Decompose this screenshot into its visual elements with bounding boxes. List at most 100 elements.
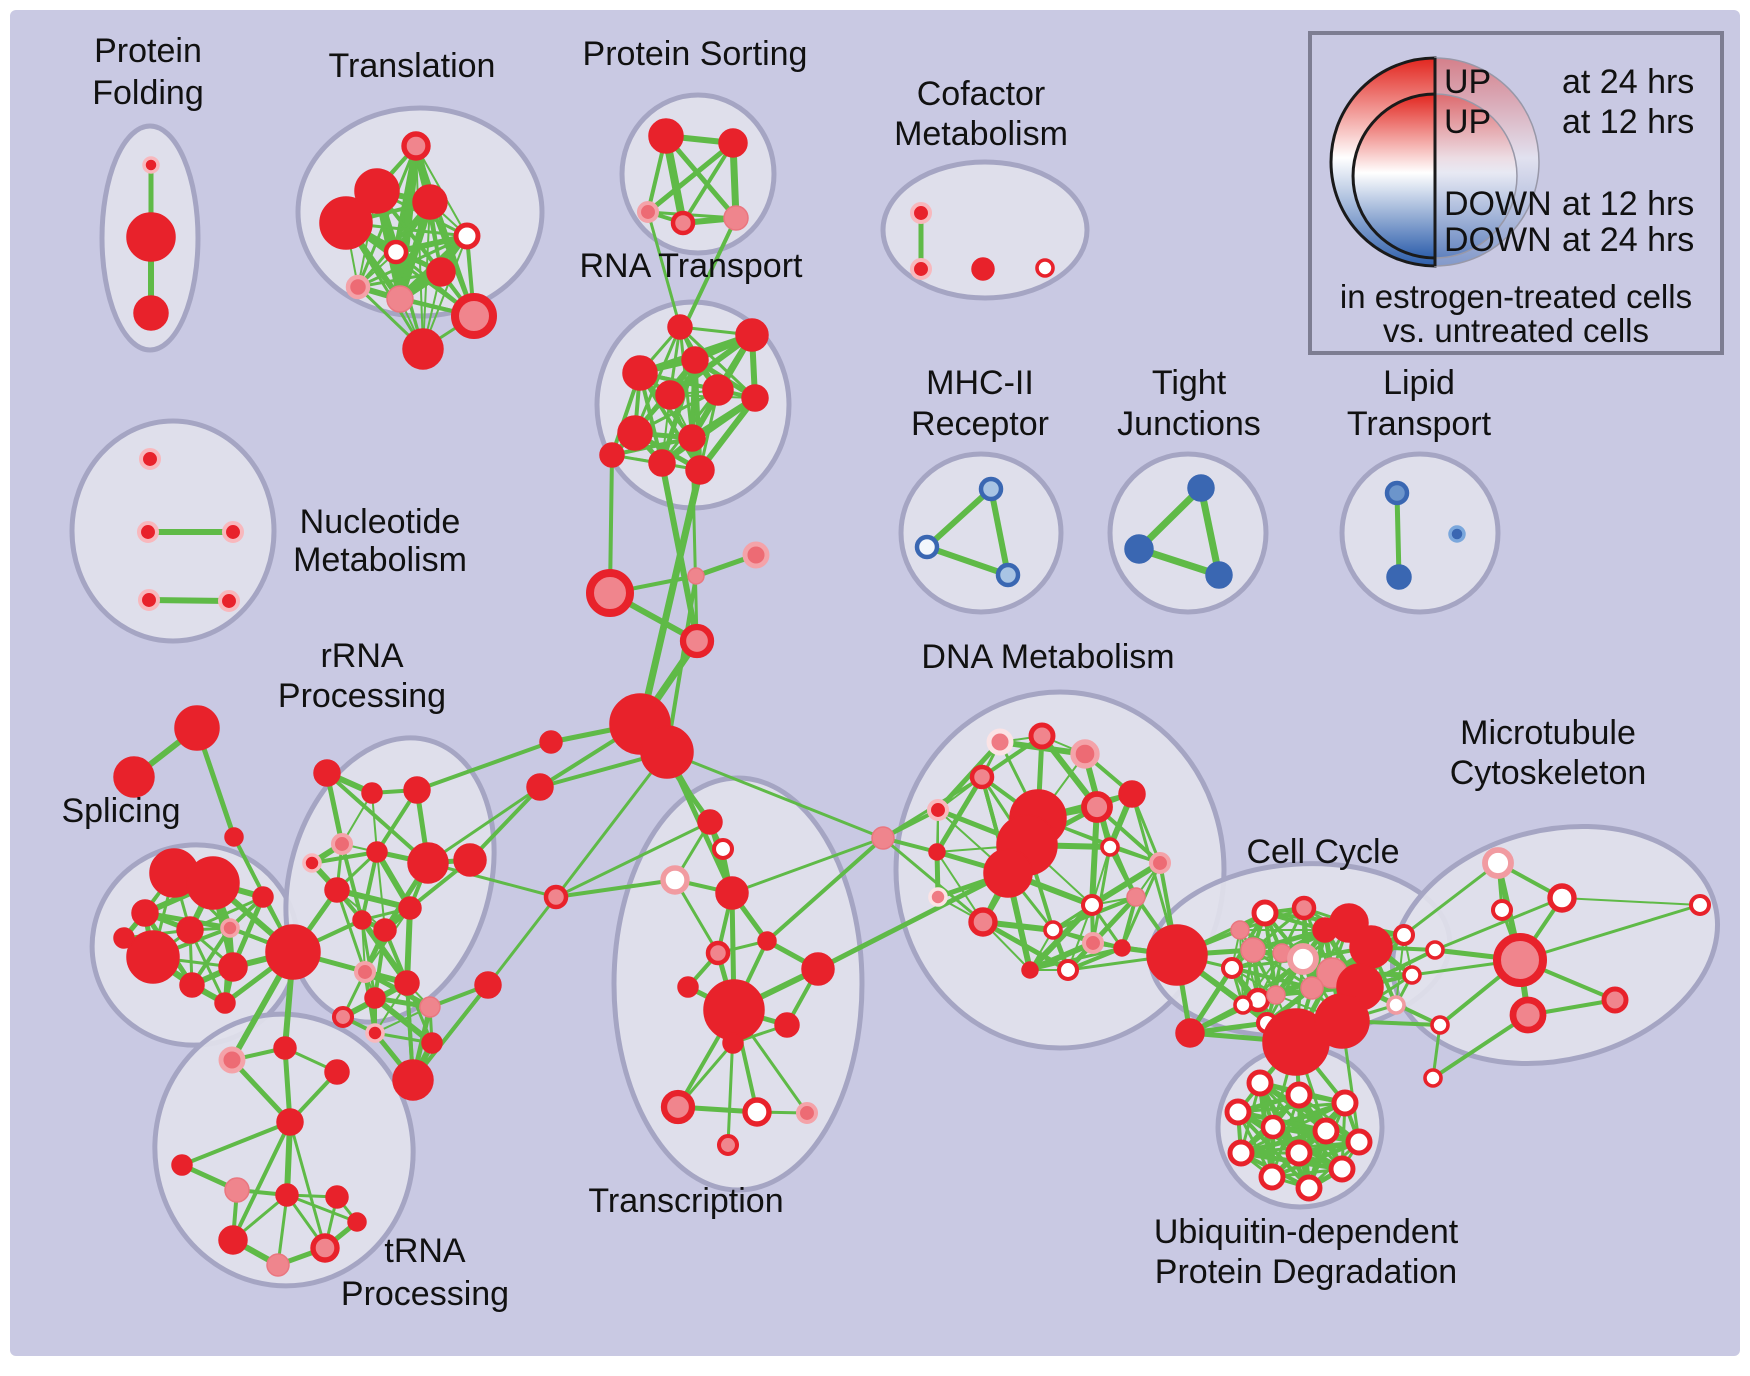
rrna-processing-node[interactable] xyxy=(373,918,397,942)
transcription-node[interactable] xyxy=(705,940,731,966)
connectors-node[interactable] xyxy=(687,567,705,585)
ubiquitin-degradation-node[interactable] xyxy=(1246,1069,1274,1097)
nucleotide-metabolism-node[interactable] xyxy=(221,520,245,544)
rna-transport-node[interactable] xyxy=(681,346,709,374)
dna-metabolism-node[interactable] xyxy=(983,848,1033,898)
connectors-node[interactable] xyxy=(113,756,155,798)
transcription-node[interactable] xyxy=(795,1101,819,1125)
ubiquitin-degradation-node[interactable] xyxy=(1224,1098,1252,1126)
rrna-processing-node[interactable] xyxy=(394,970,420,996)
transcription-node[interactable] xyxy=(774,1012,800,1038)
rna-transport-node[interactable] xyxy=(685,455,715,485)
transcription-node[interactable] xyxy=(757,931,777,951)
protein-sorting-node[interactable] xyxy=(723,205,749,231)
translation-node[interactable] xyxy=(354,168,400,214)
rna-transport-node[interactable] xyxy=(617,415,653,451)
splicing-node[interactable] xyxy=(252,886,274,908)
microtubule-cytoskeleton-node[interactable] xyxy=(1547,883,1577,913)
protein-sorting-node[interactable] xyxy=(636,200,660,224)
trna-processing-node[interactable] xyxy=(266,1253,290,1277)
rrna-processing-node[interactable] xyxy=(403,776,431,804)
rrna-processing-node[interactable] xyxy=(453,843,487,877)
cell-cycle-node[interactable] xyxy=(1175,1018,1205,1048)
trna-processing-node[interactable] xyxy=(275,1183,299,1207)
rrna-processing-node[interactable] xyxy=(353,960,377,984)
connectors-node[interactable] xyxy=(526,773,554,801)
translation-node[interactable] xyxy=(319,196,373,250)
translation-node[interactable] xyxy=(383,239,409,265)
microtubule-cytoskeleton-node[interactable] xyxy=(1490,898,1514,922)
ubiquitin-degradation-node[interactable] xyxy=(1295,1174,1323,1202)
mhc-ii-receptor-node[interactable] xyxy=(914,534,940,560)
cell-cycle-node[interactable] xyxy=(1300,976,1324,1000)
rrna-processing-node[interactable] xyxy=(331,1005,355,1029)
rrna-processing-node[interactable] xyxy=(324,877,350,903)
translation-node[interactable] xyxy=(426,257,456,287)
connectors-node[interactable] xyxy=(871,826,895,850)
connectors-node[interactable] xyxy=(640,725,694,779)
splicing-node[interactable] xyxy=(186,856,240,910)
ubiquitin-degradation-node[interactable] xyxy=(1285,1139,1313,1167)
rrna-processing-node[interactable] xyxy=(302,853,322,873)
cell-cycle-node[interactable] xyxy=(1251,899,1279,927)
microtubule-cytoskeleton-node[interactable] xyxy=(1493,933,1547,987)
translation-node[interactable] xyxy=(412,184,448,220)
rna-transport-node[interactable] xyxy=(667,314,693,340)
rrna-processing-node[interactable] xyxy=(407,842,449,884)
connectors-node[interactable] xyxy=(1425,940,1445,960)
protein-folding-node[interactable] xyxy=(142,156,160,174)
splicing-node[interactable] xyxy=(265,924,321,980)
dna-metabolism-node[interactable] xyxy=(968,907,998,937)
ubiquitin-degradation-node[interactable] xyxy=(1328,1155,1356,1183)
rna-transport-node[interactable] xyxy=(702,374,734,406)
dna-metabolism-node[interactable] xyxy=(926,798,950,822)
nucleotide-metabolism-node[interactable] xyxy=(138,447,162,471)
dna-metabolism-node[interactable] xyxy=(1056,958,1080,982)
splicing-node[interactable] xyxy=(176,916,204,944)
microtubule-cytoskeleton-node[interactable] xyxy=(1601,986,1629,1014)
cell-cycle-node[interactable] xyxy=(1402,965,1422,985)
nucleotide-metabolism-node[interactable] xyxy=(137,588,161,612)
rrna-processing-node[interactable] xyxy=(419,996,441,1018)
splicing-node[interactable] xyxy=(131,899,159,927)
cofactor-metabolism-node[interactable] xyxy=(909,201,933,225)
rrna-processing-node[interactable] xyxy=(330,832,354,856)
trna-processing-node[interactable] xyxy=(347,1212,367,1232)
lipid-transport-node[interactable] xyxy=(1448,525,1466,543)
cofactor-metabolism-node[interactable] xyxy=(1035,258,1055,278)
connectors-node[interactable] xyxy=(679,623,715,659)
rna-transport-node[interactable] xyxy=(741,384,769,412)
dna-metabolism-node[interactable] xyxy=(1148,851,1172,875)
dna-metabolism-node[interactable] xyxy=(1021,961,1039,979)
transcription-node[interactable] xyxy=(716,1133,740,1157)
transcription-node[interactable] xyxy=(660,865,690,895)
ubiquitin-degradation-node[interactable] xyxy=(1331,1089,1359,1117)
transcription-node[interactable] xyxy=(722,1032,744,1054)
dna-metabolism-node[interactable] xyxy=(1043,920,1063,940)
cell-cycle-node[interactable] xyxy=(1392,923,1416,947)
ubiquitin-degradation-node[interactable] xyxy=(1312,1117,1340,1145)
dna-metabolism-node[interactable] xyxy=(969,764,995,790)
trna-processing-node[interactable] xyxy=(310,1233,340,1263)
dna-metabolism-node[interactable] xyxy=(1113,939,1131,957)
transcription-node[interactable] xyxy=(677,976,699,998)
cell-cycle-node[interactable] xyxy=(1386,995,1406,1015)
translation-node[interactable] xyxy=(453,222,481,250)
rna-transport-node[interactable] xyxy=(599,442,625,468)
microtubule-cytoskeleton-node[interactable] xyxy=(1688,893,1712,917)
cell-cycle-node[interactable] xyxy=(1349,925,1393,969)
trna-processing-node[interactable] xyxy=(171,1154,193,1176)
translation-node[interactable] xyxy=(402,328,444,370)
connectors-node[interactable] xyxy=(742,541,770,569)
trna-processing-node[interactable] xyxy=(325,1185,349,1209)
cofactor-metabolism-node[interactable] xyxy=(971,257,995,281)
lipid-transport-node[interactable] xyxy=(1384,480,1410,506)
connectors-node[interactable] xyxy=(539,730,563,754)
splicing-node[interactable] xyxy=(179,972,205,998)
mhc-ii-receptor-node[interactable] xyxy=(995,562,1021,588)
rrna-processing-node[interactable] xyxy=(366,841,388,863)
microtubule-cytoskeleton-node[interactable] xyxy=(1509,996,1547,1034)
protein-sorting-node[interactable] xyxy=(648,118,684,154)
protein-sorting-node[interactable] xyxy=(670,210,696,236)
cell-cycle-node[interactable] xyxy=(1240,937,1266,963)
